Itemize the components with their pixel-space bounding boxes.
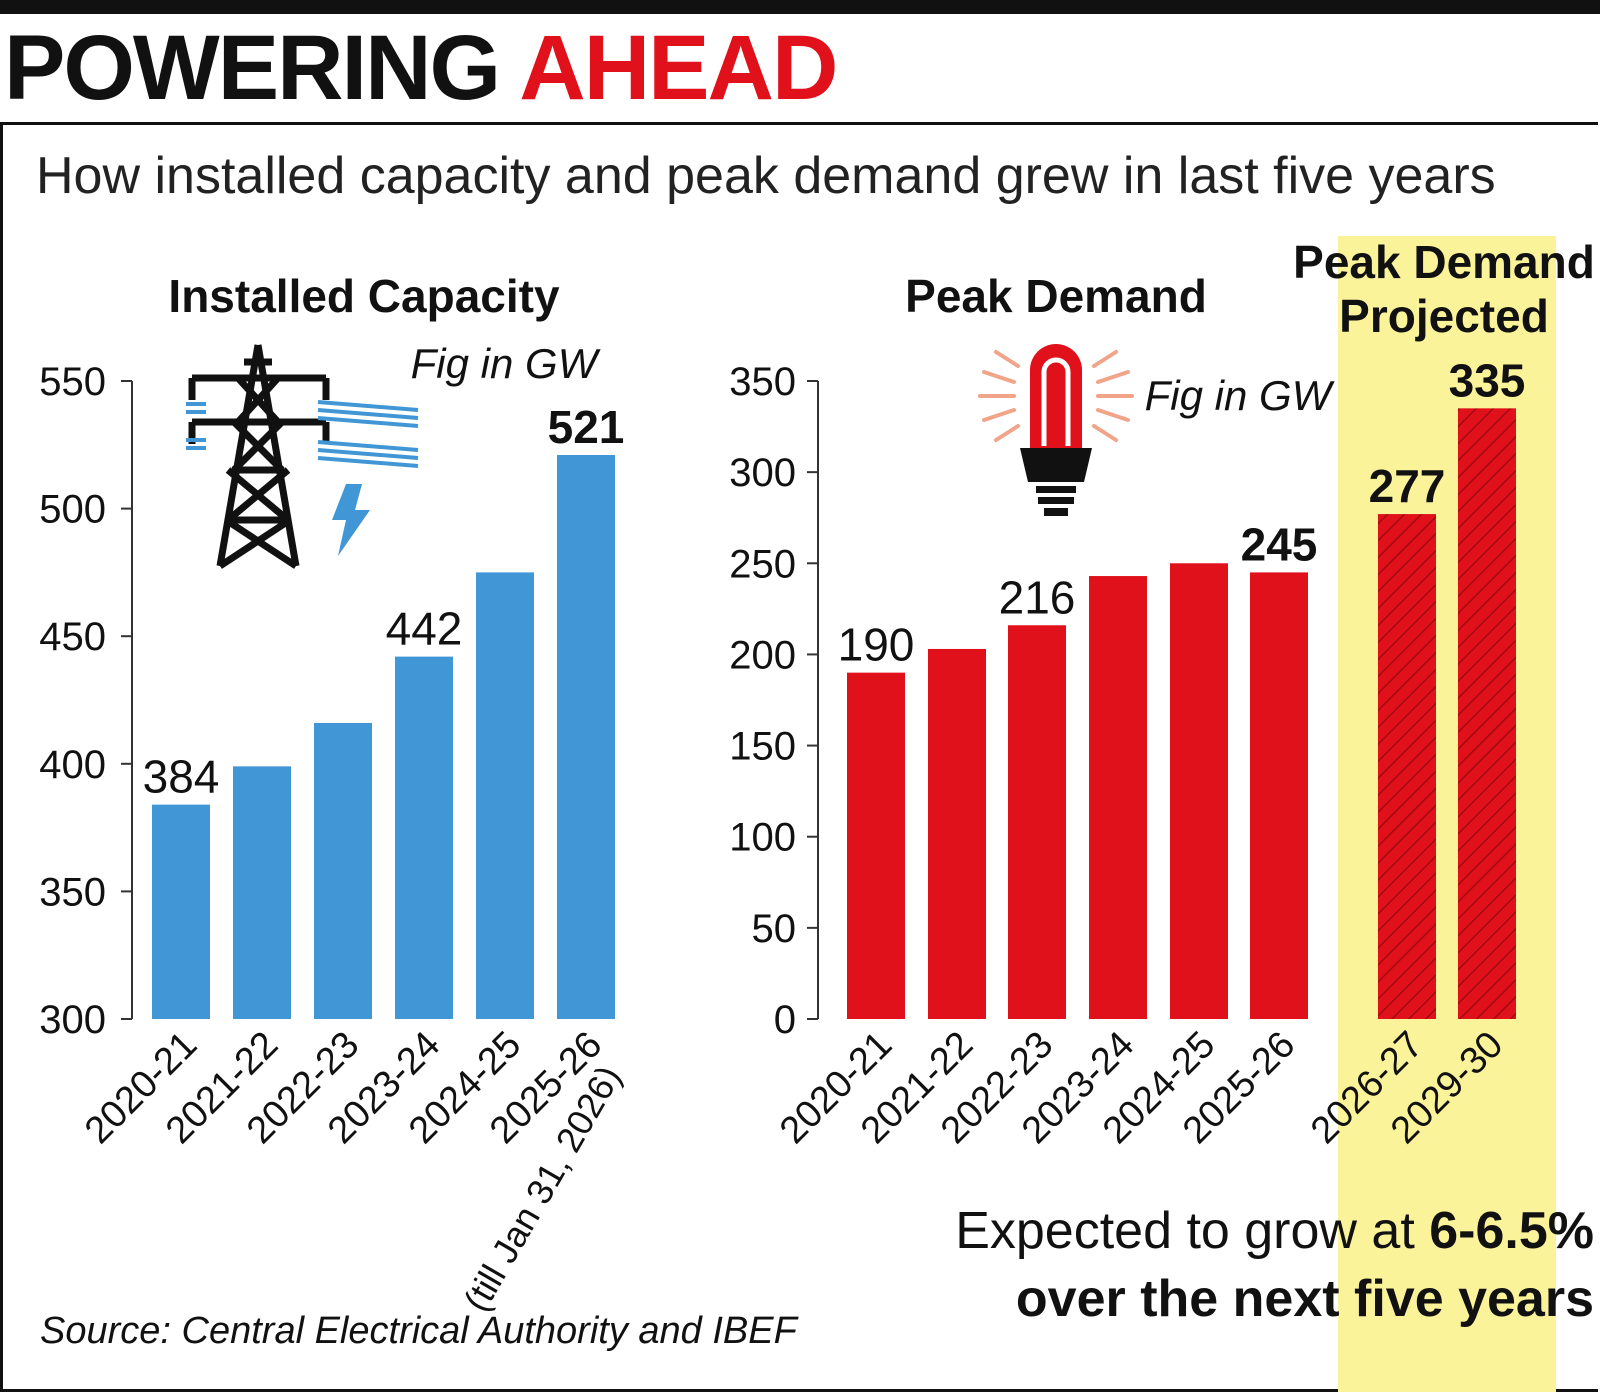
growth-note-line-2: over the next five years [1016,1270,1594,1328]
demand-y-tick-label: 150 [729,725,796,769]
demand-unit-note: Fig in GW [1145,372,1335,419]
demand-data-label: 335 [1449,354,1526,406]
capacity-data-label: 521 [548,401,625,453]
title-part-2: AHEAD [519,17,838,119]
chart-frame [0,122,1598,1392]
capacity-bar-2024-25 [476,572,534,1019]
demand-y-tick-label: 200 [729,633,796,677]
demand-bar-2020-21 [847,672,905,1019]
capacity-unit-note: Fig in GW [411,340,601,387]
demand-y-tick-label: 250 [729,542,796,586]
capacity-y-tick-label: 350 [39,870,106,914]
demand-bar-2026-27 [1378,514,1436,1019]
growth-note-line-1: Expected to grow at 6-6.5% [955,1202,1594,1260]
capacity-y-tick-label: 500 [39,488,106,532]
title-part-1: POWERING [4,17,501,119]
projected-highlight-band [1338,236,1556,1392]
power-lines [186,400,419,468]
demand-data-label: 216 [999,571,1076,623]
light-bulb-icon [978,344,1134,516]
demand-y-tick-label: 0 [774,998,796,1042]
lightning-bolt-icon [332,484,370,556]
demand-data-label: 277 [1369,460,1446,512]
demand-chart-title: Peak Demand [905,270,1207,322]
capacity-bar-2020-21 [152,804,210,1019]
capacity-y-tick-label: 400 [39,743,106,787]
projected-title-line-2: Projected [1339,290,1549,342]
capacity-y-tick-label: 300 [39,998,106,1042]
demand-y-tick-label: 100 [729,816,796,860]
page-title: POWERING AHEAD [4,22,838,114]
demand-bar-2025-26 [1250,572,1308,1019]
capacity-data-label: 442 [386,603,463,655]
demand-bar-2023-24 [1089,576,1147,1019]
projected-title-line-1: Peak Demand [1293,236,1595,288]
capacity-bar-2023-24 [395,656,453,1019]
demand-y-tick-label: 50 [752,907,797,951]
capacity-y-tick-label: 550 [39,360,106,404]
demand-data-label: 245 [1241,518,1318,570]
demand-bar-2022-23 [1008,625,1066,1019]
demand-bar-2024-25 [1170,563,1228,1019]
demand-y-tick-label: 300 [729,451,796,495]
transmission-tower-icon [188,344,330,569]
capacity-data-label: 384 [143,751,220,803]
subtitle: How installed capacity and peak demand g… [36,147,1496,205]
capacity-chart-title: Installed Capacity [168,270,560,322]
capacity-bar-2021-22 [233,766,291,1019]
capacity-y-tick-label: 450 [39,615,106,659]
demand-bar-2029-30 [1458,408,1516,1019]
capacity-bar-2025-26 [557,455,615,1019]
top-rule [0,0,1600,14]
demand-y-tick-label: 350 [729,360,796,404]
source-note: Source: Central Electrical Authority and… [40,1310,797,1352]
demand-bar-2021-22 [928,648,986,1019]
capacity-bar-2022-23 [314,722,372,1019]
demand-data-label: 190 [838,619,915,671]
